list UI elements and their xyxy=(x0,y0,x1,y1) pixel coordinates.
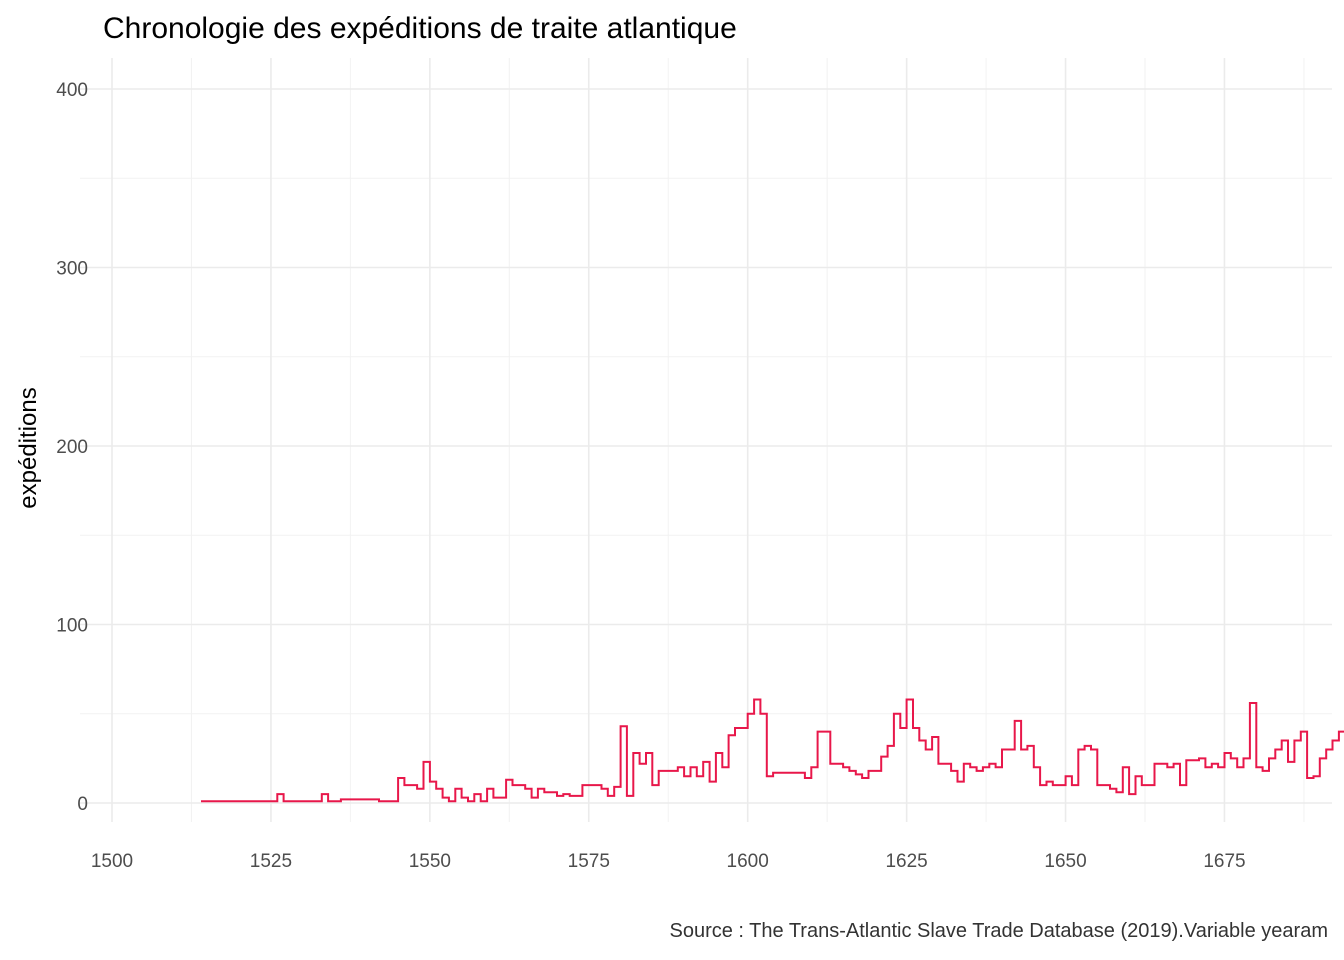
x-tick-label: 1650 xyxy=(1044,851,1086,872)
major-gridlines xyxy=(80,58,1332,822)
y-tick-label: 0 xyxy=(77,794,88,815)
chart-title: Chronologie des expéditions de traite at… xyxy=(103,12,737,45)
series-layer xyxy=(201,698,1344,803)
x-tick-label: 1500 xyxy=(91,851,133,872)
x-axis-tick-labels: 1500152515501575160016251650167517001725… xyxy=(91,851,1246,872)
x-tick-label: 1550 xyxy=(409,851,451,872)
y-tick-label: 100 xyxy=(56,616,88,637)
series-line-expeditions xyxy=(201,698,1344,803)
y-axis-tick-labels: 0 100 200 300 400 xyxy=(56,80,88,815)
chart-caption: Source : The Trans-Atlantic Slave Trade … xyxy=(669,920,1329,942)
x-tick-label: 1525 xyxy=(250,851,292,872)
minor-gridlines xyxy=(80,58,1332,822)
x-tick-label: 1600 xyxy=(727,851,769,872)
y-tick-label: 400 xyxy=(56,80,88,101)
x-tick-label: 1675 xyxy=(1203,851,1245,872)
y-tick-label: 200 xyxy=(56,437,88,458)
y-tick-label: 300 xyxy=(56,259,88,280)
x-tick-label: 1625 xyxy=(885,851,927,872)
x-tick-label: 1575 xyxy=(568,851,610,872)
